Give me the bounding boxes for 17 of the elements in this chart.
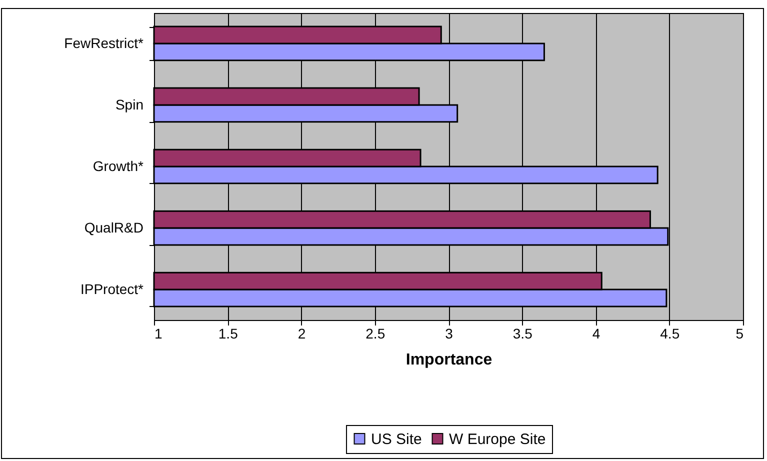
x-tick-label: 4.5: [660, 326, 680, 342]
y-tick-label: Growth*: [92, 158, 144, 174]
x-axis-title: Importance: [406, 352, 492, 368]
x-tick-label: 2.5: [366, 326, 386, 342]
x-tick-label: 4: [592, 326, 600, 342]
y-tick-label: FewRestrict*: [64, 34, 144, 51]
x-tick-label: 5: [736, 326, 744, 342]
y-tick-label: QualR&D: [84, 220, 144, 236]
x-tick-label: 1: [154, 326, 162, 342]
legend-label: US Site: [371, 430, 422, 448]
x-tick-label: 2: [298, 326, 306, 342]
x-tick-label: 3.5: [512, 326, 533, 342]
y-tick-label: IPProtect*: [80, 281, 144, 298]
x-tick-label: 1.5: [218, 326, 238, 342]
y-tick-label: Spin: [115, 96, 144, 112]
legend-label: W Europe Site: [449, 430, 546, 448]
x-tick-label: 3: [445, 326, 454, 342]
